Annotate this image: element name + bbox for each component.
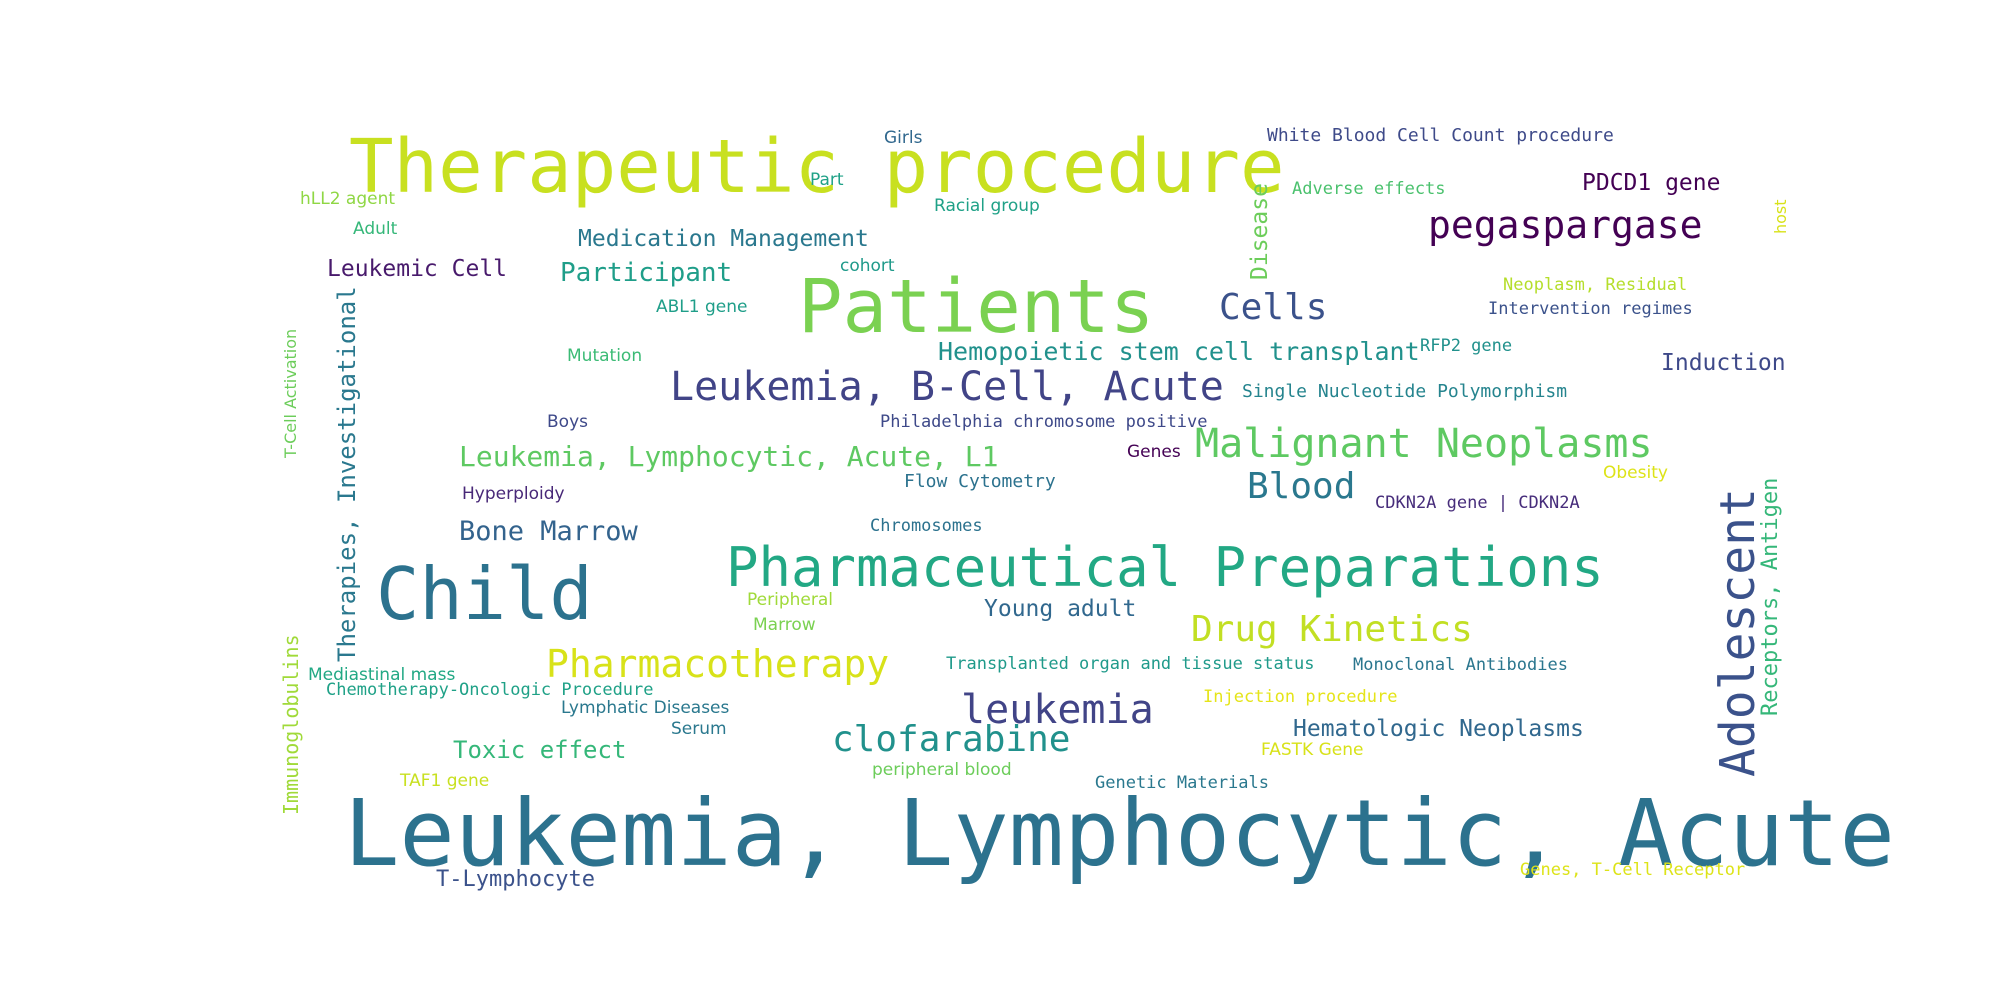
word-young-adult: Young adult (984, 596, 1137, 622)
word-serum: Serum (671, 719, 727, 739)
word-philadelphia-chromosome-positive: Philadelphia chromosome positive (880, 412, 1208, 432)
word-neoplasm-residual: Neoplasm, Residual (1503, 275, 1688, 295)
word-fastk-gene: FASTK Gene (1261, 740, 1364, 760)
word-pegaspargase: pegaspargase (1428, 203, 1703, 247)
word-flow-cytometry: Flow Cytometry (904, 471, 1056, 492)
word-cells: Cells (1219, 287, 1328, 328)
word-therapeutic-procedure: Therapeutic procedure (349, 124, 1285, 210)
word-mediastinal-mass: Mediastinal mass (308, 665, 456, 685)
word-t-lymphocyte: T-Lymphocyte (436, 867, 595, 892)
word-adverse-effects: Adverse effects (1292, 179, 1446, 199)
word-leukemic-cell: Leukemic Cell (327, 256, 508, 282)
word-marrow: Marrow (753, 615, 816, 635)
word-blood: Blood (1247, 466, 1356, 507)
word-disease: Disease (1247, 183, 1273, 280)
word-genes-t-cell-receptor: Genes, T-Cell Receptor (1520, 860, 1746, 880)
word-bone-marrow: Bone Marrow (459, 516, 638, 547)
word-white-blood-cell-count-procedure: White Blood Cell Count procedure (1267, 125, 1614, 146)
word-injection-procedure: Injection procedure (1203, 687, 1398, 707)
word-t-cell-activation: T-Cell Activation (281, 328, 300, 458)
word-pharmacotherapy: Pharmacotherapy (546, 642, 890, 686)
word-adult: Adult (353, 219, 398, 239)
word-induction: Induction (1661, 350, 1786, 376)
word-mutation: Mutation (567, 346, 643, 366)
word-peripheral: Peripheral (747, 590, 833, 610)
word-therapies-investigational: Therapies, Investigational (333, 286, 361, 662)
word-child: Child (376, 552, 593, 636)
word-adolescent: Adolescent (1710, 488, 1766, 777)
word-receptors-antigen: Receptors, Antigen (1758, 477, 1783, 716)
word-cdkn2a-gene: CDKN2A gene | CDKN2A (1375, 493, 1580, 513)
word-boys: Boys (547, 412, 588, 432)
word-malignant-neoplasms: Malignant Neoplasms (1195, 421, 1653, 467)
word-leukemia-b-cell-acute: Leukemia, B-Cell, Acute (670, 364, 1224, 410)
word-single-nucleotide-polymorphism: Single Nucleotide Polymorphism (1242, 381, 1568, 402)
word-hll2-agent: hLL2 agent (300, 189, 396, 209)
word-peripheral-blood: peripheral blood (872, 760, 1012, 780)
word-medication-management: Medication Management (578, 226, 869, 252)
word-drug-kinetics: Drug Kinetics (1191, 609, 1473, 650)
word-host: host (1771, 199, 1790, 234)
word-lymphatic-diseases: Lymphatic Diseases (561, 698, 730, 718)
word-pdcd1-gene: PDCD1 gene (1582, 170, 1721, 196)
word-leukemia: leukemia (961, 687, 1154, 733)
word-chemotherapy-oncologic-procedure: Chemotherapy-Oncologic Procedure (326, 680, 654, 700)
word-immunoglobulins: Immunoglobulins (279, 634, 303, 815)
word-participant: Participant (560, 258, 733, 288)
word-monoclonal-antibodies: Monoclonal Antibodies (1353, 655, 1568, 675)
word-pharmaceutical-preparations: Pharmaceutical Preparations (726, 536, 1604, 599)
word-hematologic-neoplasms: Hematologic Neoplasms (1293, 716, 1584, 742)
word-rfp2-gene: RFP2 gene (1420, 336, 1513, 356)
word-girls: Girls (884, 128, 923, 148)
word-intervention-regimes: Intervention regimes (1488, 299, 1693, 319)
word-abl1-gene: ABL1 gene (656, 297, 748, 317)
word-patients: Patients (798, 264, 1155, 350)
word-toxic-effect: Toxic effect (453, 736, 627, 764)
word-chromosomes: Chromosomes (870, 516, 983, 536)
word-taf1-gene: TAF1 gene (400, 771, 490, 791)
word-part: Part (810, 170, 844, 190)
word-leukemia-lymphocytic-acute-l1: Leukemia, Lymphocytic, Acute, L1 (459, 440, 999, 473)
word-leukemia-lymphocytic-acute: Leukemia, Lymphocytic, Acute (344, 780, 1895, 887)
word-hemopoietic-stem-cell-transplant: Hemopoietic stem cell transplant (938, 337, 1420, 366)
word-hyperploidy: Hyperploidy (462, 484, 565, 504)
word-obesity: Obesity (1603, 463, 1668, 483)
word-clofarabine: clofarabine (832, 719, 1071, 760)
word-genetic-materials: Genetic Materials (1095, 773, 1269, 793)
word-cohort: cohort (840, 256, 895, 276)
word-transplanted-organ-tissue-status: Transplanted organ and tissue status (946, 654, 1315, 674)
word-genes: Genes (1127, 442, 1181, 462)
word-racial-group: Racial group (934, 196, 1040, 216)
